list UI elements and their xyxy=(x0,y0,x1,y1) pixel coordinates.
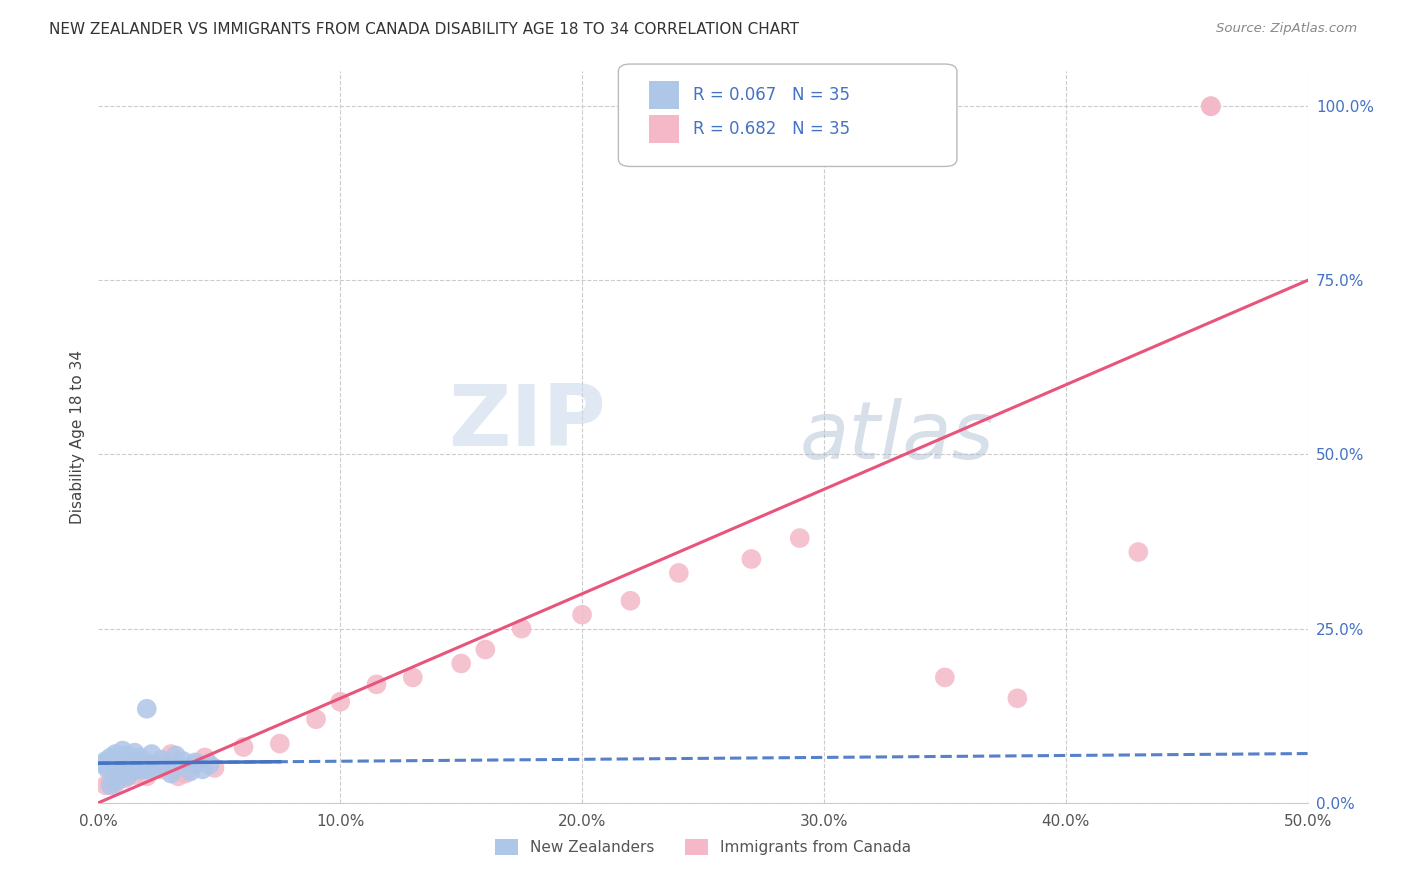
Point xyxy=(191,763,214,777)
Point xyxy=(145,761,167,775)
Point xyxy=(118,761,141,775)
Text: ZIP: ZIP xyxy=(449,381,606,464)
Point xyxy=(305,712,328,726)
Text: atlas: atlas xyxy=(800,398,994,476)
Point xyxy=(167,769,190,783)
Point xyxy=(100,775,122,789)
Point xyxy=(789,531,811,545)
Point xyxy=(402,670,425,684)
Point xyxy=(174,766,197,780)
Point xyxy=(232,740,254,755)
Point xyxy=(204,761,226,775)
Point xyxy=(740,552,762,566)
Point xyxy=(184,756,207,770)
Point xyxy=(131,763,153,777)
Point xyxy=(114,761,136,775)
Point xyxy=(134,754,156,768)
Point xyxy=(619,594,641,608)
Point xyxy=(124,746,146,760)
Point xyxy=(1128,545,1150,559)
Point xyxy=(150,763,173,777)
Point xyxy=(141,747,163,761)
Y-axis label: Disability Age 18 to 34: Disability Age 18 to 34 xyxy=(69,350,84,524)
Point xyxy=(179,764,201,779)
Point xyxy=(127,756,149,770)
Point xyxy=(172,754,194,768)
Point xyxy=(91,757,114,772)
Point xyxy=(117,748,139,763)
Point xyxy=(194,750,217,764)
Point xyxy=(160,766,183,780)
Point xyxy=(128,754,150,768)
Point xyxy=(897,99,920,113)
Point xyxy=(135,769,157,783)
Point xyxy=(104,747,127,761)
Point xyxy=(184,757,207,772)
Point xyxy=(117,769,139,783)
Point xyxy=(107,773,129,788)
Point xyxy=(107,759,129,773)
Point xyxy=(143,757,166,772)
Point xyxy=(165,748,187,763)
Point xyxy=(366,677,388,691)
Point xyxy=(198,757,221,772)
Point xyxy=(135,763,157,777)
Point xyxy=(510,622,533,636)
Point xyxy=(97,763,120,777)
Bar xyxy=(648,115,679,143)
Point xyxy=(100,778,122,792)
Point xyxy=(111,743,134,757)
Point xyxy=(135,702,157,716)
Point xyxy=(1007,691,1029,706)
Point xyxy=(108,764,131,779)
Point xyxy=(150,753,173,767)
Point xyxy=(94,754,117,768)
Text: R = 0.067   N = 35: R = 0.067 N = 35 xyxy=(693,86,851,103)
Point xyxy=(934,670,956,684)
Point xyxy=(121,764,143,779)
Point xyxy=(118,757,141,772)
Point xyxy=(108,753,131,767)
Point xyxy=(269,737,291,751)
Point xyxy=(1199,99,1222,113)
Point xyxy=(114,772,136,786)
FancyBboxPatch shape xyxy=(619,64,957,167)
Point xyxy=(100,750,122,764)
Point xyxy=(571,607,593,622)
Point xyxy=(160,747,183,761)
Point xyxy=(155,757,177,772)
Point xyxy=(450,657,472,671)
Point xyxy=(104,776,127,790)
Text: R = 0.682   N = 35: R = 0.682 N = 35 xyxy=(693,120,851,138)
Point xyxy=(128,750,150,764)
Point xyxy=(148,759,170,773)
Point xyxy=(668,566,690,580)
Point xyxy=(94,778,117,792)
Point xyxy=(101,756,124,770)
Bar xyxy=(648,81,679,109)
Point xyxy=(124,768,146,782)
Legend: New Zealanders, Immigrants from Canada: New Zealanders, Immigrants from Canada xyxy=(489,833,917,861)
Point xyxy=(329,695,352,709)
Point xyxy=(474,642,496,657)
Point xyxy=(1199,99,1222,113)
Text: NEW ZEALANDER VS IMMIGRANTS FROM CANADA DISABILITY AGE 18 TO 34 CORRELATION CHAR: NEW ZEALANDER VS IMMIGRANTS FROM CANADA … xyxy=(49,22,799,37)
Text: Source: ZipAtlas.com: Source: ZipAtlas.com xyxy=(1216,22,1357,36)
